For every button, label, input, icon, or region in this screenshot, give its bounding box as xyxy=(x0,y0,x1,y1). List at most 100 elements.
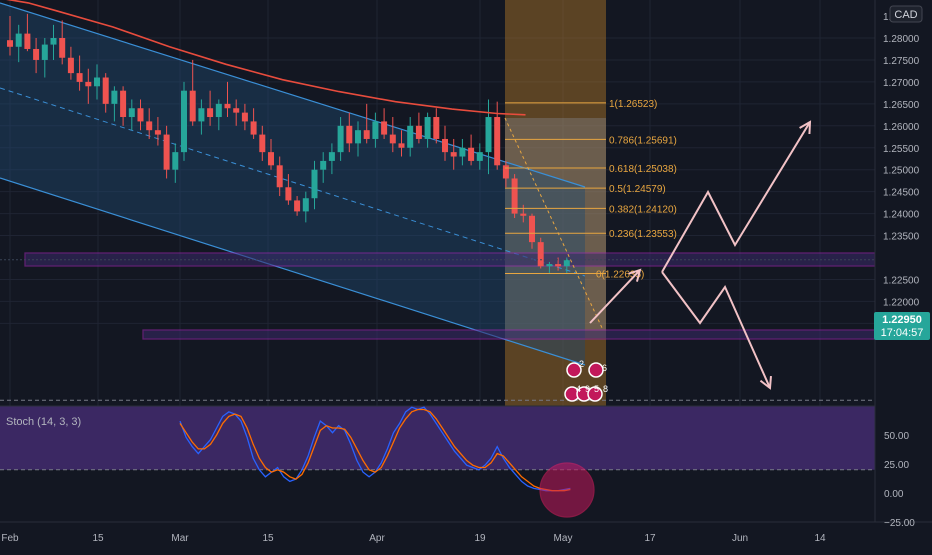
candle-body xyxy=(172,152,179,170)
candle-body xyxy=(511,178,518,214)
candle-body xyxy=(181,90,187,153)
stoch-pane xyxy=(0,399,875,522)
currency-badge[interactable]: CAD xyxy=(889,5,923,23)
candle-body xyxy=(372,121,379,139)
candle-body xyxy=(476,152,483,161)
fib-level-label: 1(1.26523) xyxy=(609,99,657,110)
currency-badge-box[interactable] xyxy=(889,5,923,23)
candle-body xyxy=(389,134,396,144)
moving-average-line xyxy=(6,0,526,116)
candle-body xyxy=(276,165,283,188)
candle-body xyxy=(128,108,135,118)
price-axis-label: 1.24000 xyxy=(883,210,920,221)
event-badge-flag-icon[interactable] xyxy=(566,362,582,378)
candle-body xyxy=(163,134,170,170)
price-axis-label: 1.26000 xyxy=(883,122,920,133)
candle-body xyxy=(224,103,231,109)
candle-body xyxy=(320,160,327,170)
candle-body xyxy=(398,143,405,148)
candle-body xyxy=(241,112,248,122)
candle-body xyxy=(450,152,457,157)
time-axis-label: 14 xyxy=(814,533,826,544)
candle-body xyxy=(537,242,544,267)
candle-body xyxy=(120,90,127,118)
candle-body xyxy=(233,108,240,113)
candle-body xyxy=(41,44,48,60)
candle-body xyxy=(76,73,83,82)
stoch-axis-label: 25.00 xyxy=(884,460,909,471)
event-badge-row-1[interactable]: 2 6 xyxy=(566,359,607,378)
candle-body xyxy=(146,121,153,131)
time-axis-label: Feb xyxy=(1,533,19,544)
candle-body xyxy=(137,108,144,122)
candle-body xyxy=(442,138,448,153)
event-badge-count: 8 xyxy=(603,384,608,394)
candle-body xyxy=(468,147,475,161)
candles-layer xyxy=(7,13,570,273)
price-axis-label: 1.25500 xyxy=(883,144,920,155)
candle-body xyxy=(555,264,562,267)
price-axis-label: 1.22000 xyxy=(883,297,920,308)
price-axis-label: 1.28000 xyxy=(883,34,920,45)
candle-body xyxy=(50,38,57,45)
channel-median-line xyxy=(0,87,586,277)
candle-body xyxy=(154,130,161,135)
candle-body xyxy=(33,48,40,60)
candle-body xyxy=(85,81,92,87)
stoch-axis-label: −25.00 xyxy=(884,518,915,529)
highlight-circle xyxy=(539,462,595,518)
event-badge-row-2[interactable]: 4 9 5 8 xyxy=(564,384,608,402)
projection-arrow-bearish xyxy=(661,271,771,389)
candle-body xyxy=(529,215,535,243)
projection-arrow-short xyxy=(589,269,641,324)
candle-body xyxy=(24,33,31,49)
projection-arrow-bullish xyxy=(661,121,811,273)
candle-body xyxy=(285,187,292,201)
event-badges[interactable]: 2 6 4 9 5 8 xyxy=(564,359,608,402)
candle-body xyxy=(268,152,274,166)
event-badge-flag-icon[interactable] xyxy=(587,386,603,402)
stoch-band-fill xyxy=(0,406,875,470)
stoch-axis-label: 0.00 xyxy=(884,489,904,500)
candle-body xyxy=(433,117,440,139)
fib-trend-line xyxy=(504,117,604,331)
candle-body xyxy=(102,77,109,104)
price-axis-label: 1.22500 xyxy=(883,275,920,286)
event-badge-count: 2 xyxy=(579,359,584,369)
time-axis-label: Jun xyxy=(732,533,748,544)
candle-body xyxy=(328,152,335,161)
candle-body xyxy=(459,147,466,157)
candle-body xyxy=(355,130,361,144)
stoch-title[interactable]: Stoch (14, 3, 3) xyxy=(6,416,81,428)
candle-body xyxy=(198,108,205,122)
price-axis-label: 1.27000 xyxy=(883,78,920,89)
support-zone xyxy=(142,329,876,340)
time-axis-label: Apr xyxy=(369,533,385,544)
price-axis-background xyxy=(875,0,932,550)
candle-body xyxy=(294,200,301,212)
time-axis-label: 17 xyxy=(644,533,656,544)
candle-body xyxy=(111,90,118,104)
price-axis-label: 1.26500 xyxy=(883,100,920,111)
candle-body xyxy=(259,134,266,153)
candle-body xyxy=(207,108,214,118)
candle-body xyxy=(563,259,570,267)
regression-channel-fill xyxy=(0,3,585,365)
bar-countdown: 17:04:57 xyxy=(881,327,924,339)
projection-arrow-bearish-head xyxy=(759,375,772,390)
time-axis-label: 19 xyxy=(474,533,486,544)
event-badge-flag-icon[interactable] xyxy=(588,362,604,378)
candle-body xyxy=(424,117,431,139)
candle-body xyxy=(415,125,422,139)
fib-level-label: 0.786(1.25691) xyxy=(609,135,677,146)
fib-level-label: 0(1.22635) xyxy=(596,270,644,281)
candle-body xyxy=(381,121,388,135)
candle-body xyxy=(250,121,257,135)
candle-body xyxy=(7,40,13,47)
current-price-tag: 1.22950 17:04:57 xyxy=(874,312,930,340)
candle-body xyxy=(215,103,222,118)
stoch-d-line xyxy=(179,408,571,492)
